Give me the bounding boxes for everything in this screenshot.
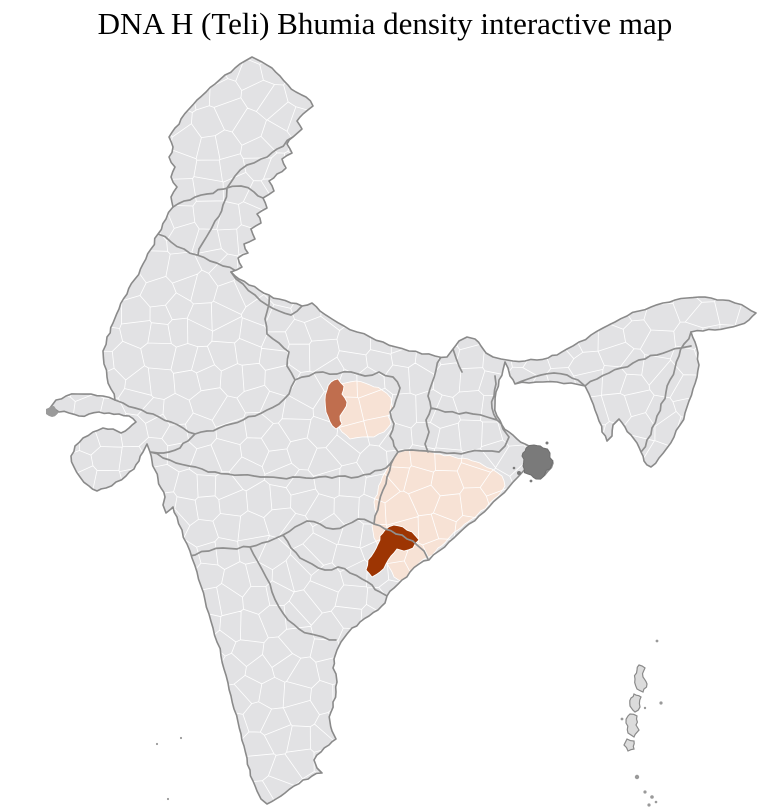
state-borders	[114, 136, 692, 799]
india-landmass	[50, 57, 756, 804]
page-title: DNA H (Teli) Bhumia density interactive …	[97, 6, 673, 41]
andaman-islands	[620, 639, 663, 807]
west-marsh-patch	[46, 406, 59, 417]
highlight-central-medium-density-district[interactable]	[324, 378, 348, 430]
india-outline	[49, 56, 757, 805]
highlight-east-low-density-cluster[interactable]	[371, 449, 506, 583]
lakshadweep-islands	[155, 736, 183, 801]
delta-marsh-region	[512, 441, 554, 483]
